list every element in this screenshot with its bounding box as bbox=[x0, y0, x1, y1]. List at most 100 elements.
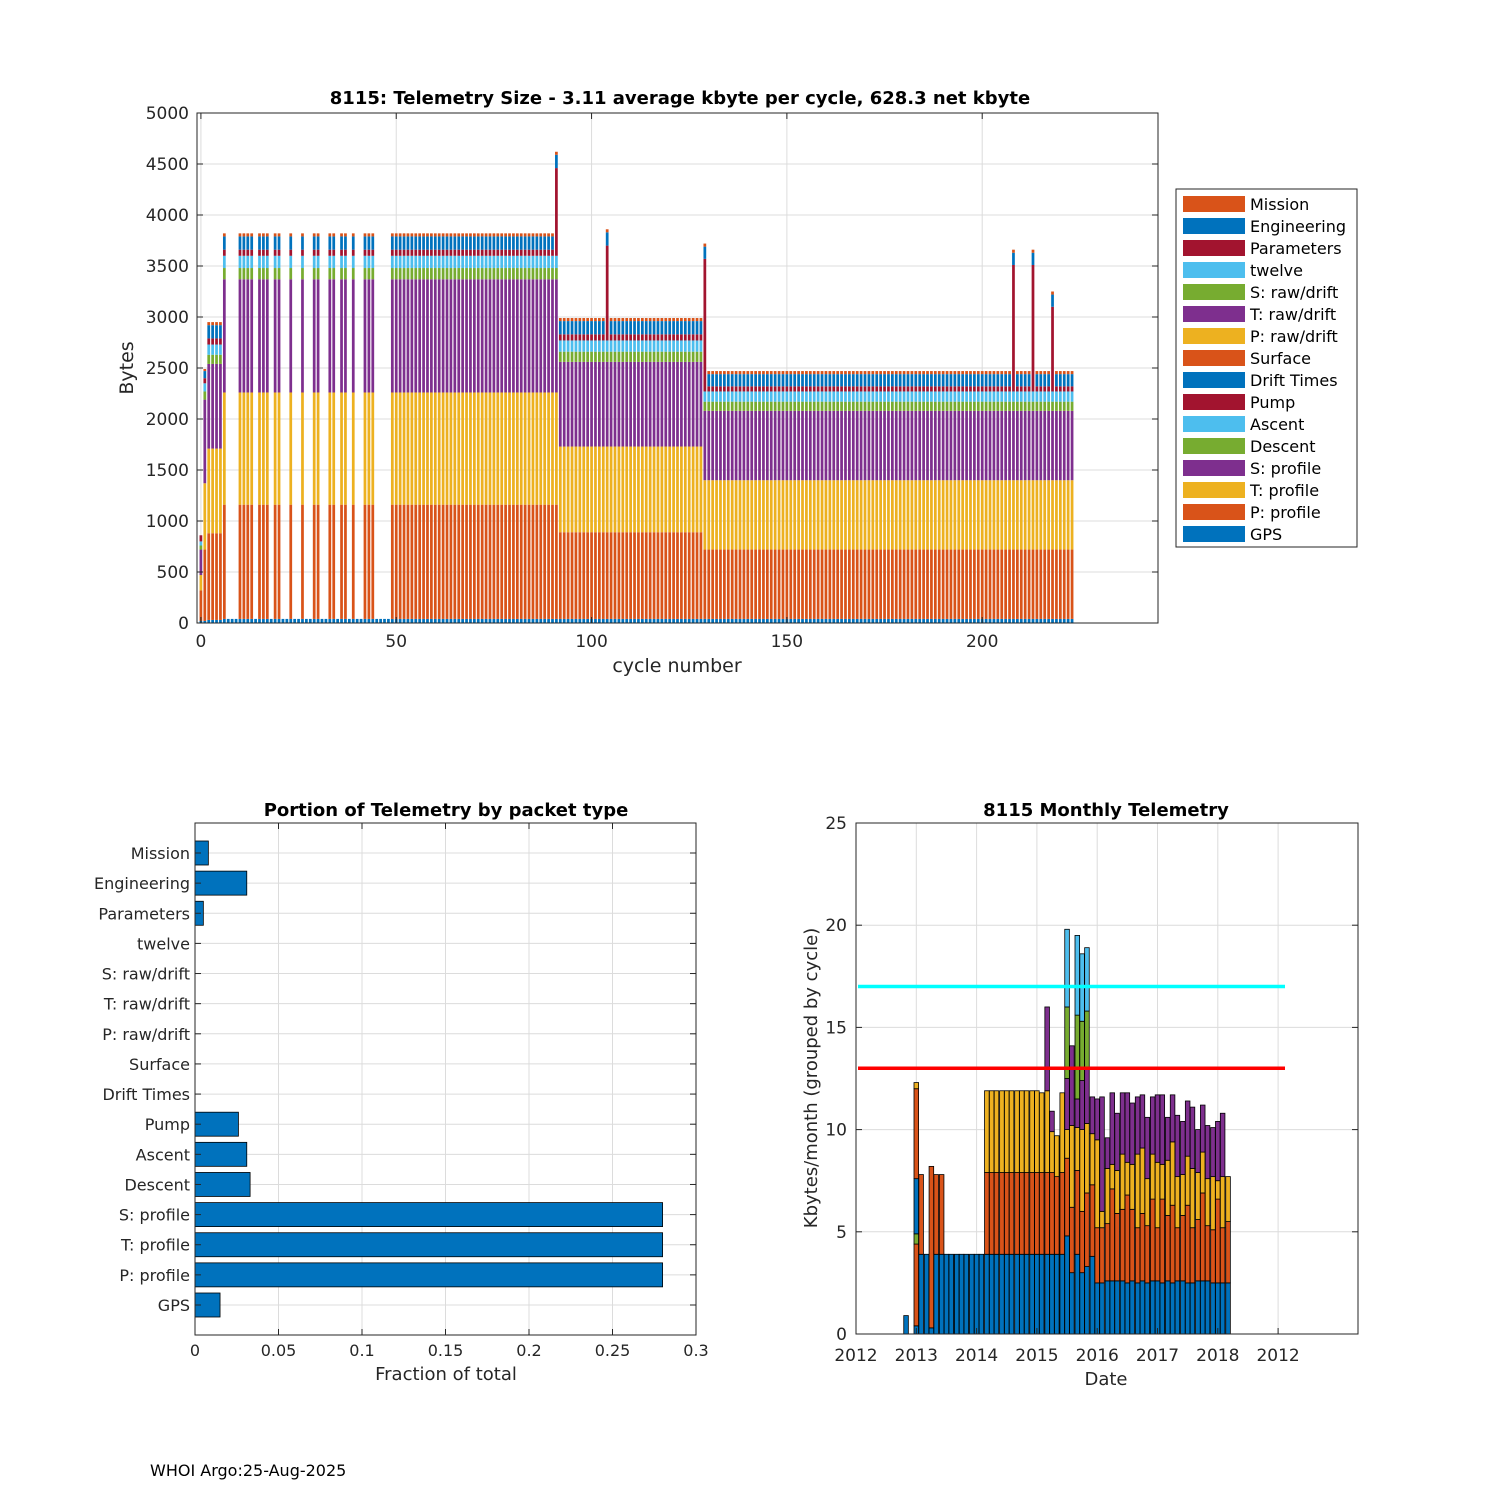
bar-segment bbox=[539, 236, 543, 250]
legend-swatch bbox=[1183, 218, 1245, 234]
bar-segment bbox=[633, 361, 636, 447]
bar-segment bbox=[445, 279, 449, 393]
bar-segment bbox=[566, 618, 570, 623]
bar-segment bbox=[539, 279, 543, 393]
bar-segment bbox=[871, 618, 875, 623]
bar-segment bbox=[441, 255, 445, 269]
bar-segment bbox=[867, 391, 871, 402]
bar-segment bbox=[1039, 386, 1043, 392]
bar-segment bbox=[750, 374, 754, 387]
bar-segment bbox=[812, 410, 816, 481]
bar-segment bbox=[433, 233, 437, 237]
bar-segment bbox=[863, 618, 867, 623]
bar-segment bbox=[543, 255, 547, 269]
bar-segment bbox=[613, 446, 617, 533]
bar-segment bbox=[609, 361, 613, 447]
bar-segment bbox=[367, 504, 371, 619]
bar-segment bbox=[484, 255, 488, 269]
bar-segment bbox=[640, 351, 644, 362]
bar-segment bbox=[953, 374, 957, 387]
bar-segment bbox=[848, 401, 851, 411]
bar-segment bbox=[547, 233, 550, 237]
bar-segment bbox=[824, 549, 828, 619]
bar-segment bbox=[433, 249, 437, 256]
bar-segment bbox=[340, 392, 343, 505]
bar-segment bbox=[988, 374, 992, 387]
bar-segment bbox=[398, 392, 402, 505]
bar-segment bbox=[558, 446, 562, 533]
bar-segment bbox=[578, 361, 582, 447]
bar-segment bbox=[433, 504, 437, 619]
bar-segment bbox=[648, 618, 652, 623]
bar-segment bbox=[1027, 410, 1031, 481]
bar-segment bbox=[613, 340, 617, 352]
bar-segment bbox=[570, 340, 574, 352]
bar-segment bbox=[621, 334, 625, 341]
bar-segment bbox=[476, 279, 480, 393]
bar-segment bbox=[859, 549, 863, 619]
bar-segment bbox=[519, 392, 523, 505]
bar-segment bbox=[629, 351, 632, 362]
bar-segment bbox=[1058, 618, 1062, 623]
bar-segment bbox=[457, 255, 461, 269]
bar-segment bbox=[762, 374, 765, 387]
bar-segment bbox=[199, 541, 203, 546]
bar-segment bbox=[1008, 401, 1011, 411]
bar-segment bbox=[719, 401, 722, 411]
bar-segment bbox=[676, 446, 679, 533]
bar-segment bbox=[406, 236, 410, 250]
bar-segment bbox=[1047, 371, 1050, 375]
bar-segment bbox=[711, 374, 715, 387]
bar-segment bbox=[332, 233, 336, 237]
bar-segment bbox=[1219, 1176, 1226, 1229]
legend-swatch bbox=[1183, 284, 1245, 300]
bar-segment bbox=[332, 279, 336, 393]
bar-segment bbox=[672, 446, 675, 533]
bar-segment bbox=[547, 236, 550, 250]
bar-segment bbox=[1139, 1280, 1146, 1335]
bar-segment bbox=[621, 340, 625, 352]
bar-segment bbox=[933, 1253, 939, 1335]
bar-segment bbox=[250, 255, 254, 269]
bar-segment bbox=[898, 410, 902, 481]
bar-segment bbox=[1149, 1153, 1156, 1200]
bar-segment bbox=[242, 504, 246, 619]
bar-segment bbox=[258, 249, 261, 256]
bar-segment bbox=[1023, 1172, 1030, 1255]
bar-segment bbox=[535, 233, 539, 237]
bar-segment bbox=[999, 1172, 1005, 1255]
bar-segment bbox=[1124, 1194, 1131, 1284]
bar-segment bbox=[656, 318, 660, 322]
bar-segment bbox=[789, 410, 793, 481]
bar-segment bbox=[246, 236, 250, 250]
bar-segment bbox=[765, 371, 769, 375]
bar-segment bbox=[797, 480, 800, 550]
bar-segment bbox=[312, 233, 316, 237]
bar-segment bbox=[566, 532, 570, 619]
bar-segment bbox=[527, 233, 531, 237]
bar-segment bbox=[793, 391, 797, 402]
bar-segment bbox=[1070, 480, 1074, 550]
bar-segment bbox=[367, 268, 371, 280]
bar-segment bbox=[203, 371, 207, 379]
bar-segment bbox=[1084, 1010, 1090, 1069]
bar-segment bbox=[230, 618, 234, 623]
bar-segment bbox=[402, 392, 406, 505]
bar-segment bbox=[922, 374, 925, 387]
bar-segment bbox=[820, 618, 824, 623]
bar-segment bbox=[246, 504, 250, 619]
bar-segment bbox=[594, 340, 597, 352]
bar-segment bbox=[871, 386, 875, 392]
bar-segment bbox=[902, 374, 906, 387]
bar-segment bbox=[672, 532, 675, 619]
bar-segment bbox=[652, 318, 656, 322]
bar-segment bbox=[656, 334, 660, 341]
bar-segment bbox=[605, 232, 609, 246]
bar-segment bbox=[887, 480, 890, 550]
bar-segment bbox=[773, 480, 777, 550]
bar-segment bbox=[785, 386, 789, 392]
bar-segment bbox=[832, 410, 836, 481]
bar-segment bbox=[578, 446, 582, 533]
bar-segment bbox=[601, 446, 605, 533]
bar-segment bbox=[648, 340, 652, 352]
